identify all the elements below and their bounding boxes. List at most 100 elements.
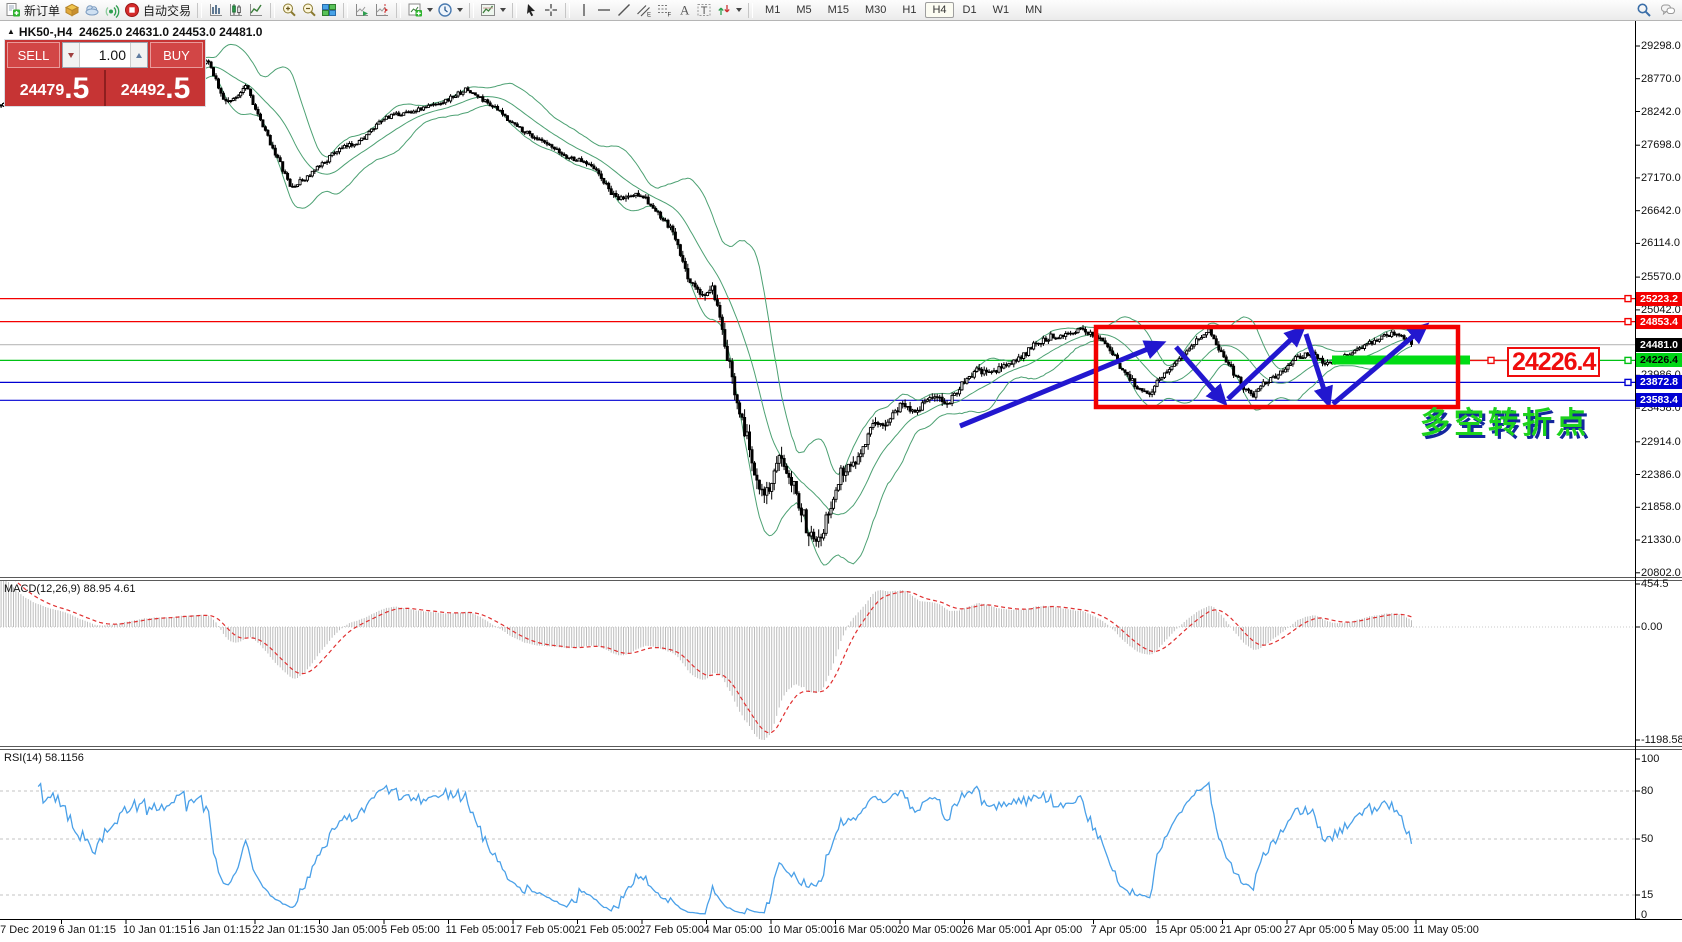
timeframe-button-d1[interactable]: D1 <box>962 4 977 16</box>
toolbar: 新订单 自动交易 E F A T M1 M5 M15 M30 H1 H4 D1 W1 MN <box>0 0 1682 21</box>
level-drag-handle[interactable] <box>1624 378 1632 387</box>
candlestick-button[interactable] <box>226 1 246 20</box>
toolbar-separator <box>748 2 754 18</box>
chevron-down-icon[interactable] <box>736 8 743 12</box>
zoom-in-icon <box>281 2 297 18</box>
timeframe-button-mn[interactable]: MN <box>1025 4 1043 16</box>
chart-symbol-period: HK50-,H4 <box>18 25 73 39</box>
arrows-button[interactable] <box>714 1 744 20</box>
timeframe-button-h4[interactable]: H4 <box>925 2 954 18</box>
price-level-badge[interactable]: 24481.0 <box>1636 337 1682 352</box>
chart-title: ▲ HK50-,H4 24625.0 24631.0 24453.0 24481.… <box>7 25 262 39</box>
time-axis-label: 5 May 05:00 <box>1348 924 1410 936</box>
rsi-line <box>37 781 1413 915</box>
time-axis-label: 16 Mar 05:00 <box>832 924 898 936</box>
auto-scroll-button[interactable] <box>352 1 372 20</box>
rsi-pane <box>0 781 1635 915</box>
buy-button[interactable]: BUY <box>150 42 203 68</box>
templates-button[interactable] <box>478 1 508 20</box>
line-chart-button[interactable] <box>246 1 266 20</box>
support-zone-bar[interactable] <box>1332 355 1470 365</box>
trend-arrow[interactable] <box>1331 322 1430 406</box>
volume-increase-button[interactable] <box>130 43 147 67</box>
rsi-axis-label: 100 <box>1641 753 1660 765</box>
chevron-down-icon[interactable] <box>427 8 434 12</box>
cloud-button[interactable] <box>82 1 102 20</box>
trend-arrow[interactable] <box>1174 345 1228 407</box>
bollinger-bands <box>47 43 1412 566</box>
svg-text:F: F <box>668 13 672 19</box>
main-price-pane <box>0 43 1635 566</box>
new-order-button[interactable]: 新订单 <box>3 1 62 20</box>
price-tick-label: 21858.0 <box>1641 501 1681 514</box>
equidistant-channel-button[interactable]: E <box>634 1 654 20</box>
candlestick-series <box>0 58 1413 548</box>
text-label-button[interactable]: T <box>694 1 714 20</box>
timeframe-button-h1[interactable]: H1 <box>902 4 917 16</box>
volume-decrease-button[interactable] <box>63 43 80 67</box>
chevron-down-icon[interactable] <box>457 8 464 12</box>
price-level-badge[interactable]: 25223.2 <box>1636 291 1682 306</box>
zoom-in-button[interactable] <box>279 1 299 20</box>
sell-price[interactable]: 24479.5 <box>5 70 104 106</box>
timeframe-button-m1[interactable]: M1 <box>765 4 781 16</box>
toolbar-separator <box>565 2 571 18</box>
time-axis-label: 21 Feb 05:00 <box>574 924 640 936</box>
timeframe-button-w1[interactable]: W1 <box>992 4 1010 16</box>
price-tick-label: 27170.0 <box>1641 171 1681 184</box>
level-drag-handle[interactable] <box>1624 317 1632 326</box>
toolbar-separator <box>469 2 475 18</box>
timeframe-button-m30[interactable]: M30 <box>865 4 887 16</box>
level-drag-handle[interactable] <box>1624 356 1632 365</box>
consolidation-rectangle[interactable] <box>1093 324 1461 410</box>
cursor-icon <box>523 2 539 18</box>
time-axis-label: 6 Jan 01:15 <box>58 924 117 936</box>
connector-handle[interactable] <box>1487 356 1495 365</box>
time-axis-label: 27 Dec 2019 <box>0 924 57 936</box>
macd-histogram <box>0 581 1412 740</box>
bar-chart-button[interactable] <box>206 1 226 20</box>
periods-button[interactable] <box>435 1 465 20</box>
timeframe-button-m5[interactable]: M5 <box>796 4 812 16</box>
signal-button[interactable] <box>102 1 122 20</box>
price-tick-label: 28770.0 <box>1641 72 1681 85</box>
timeframe-button-m15[interactable]: M15 <box>827 4 849 16</box>
auto-trading-button[interactable]: 自动交易 <box>122 1 193 20</box>
buy-price[interactable]: 24492.5 <box>106 70 205 106</box>
price-level-badge[interactable]: 23583.4 <box>1636 393 1682 408</box>
sell-price-frac: .5 <box>64 72 90 105</box>
zoom-out-button[interactable] <box>299 1 319 20</box>
collapse-triangle-icon[interactable]: ▲ <box>7 27 15 36</box>
package-button[interactable] <box>62 1 82 20</box>
cursor-button[interactable] <box>521 1 541 20</box>
chat-icon[interactable] <box>1660 2 1676 18</box>
volume-input[interactable] <box>80 43 130 67</box>
tile-windows-button[interactable] <box>319 1 339 20</box>
chevron-down-icon[interactable] <box>500 8 507 12</box>
price-level-badge[interactable]: 23872.8 <box>1636 375 1682 390</box>
svg-text:E: E <box>647 13 651 19</box>
price-level-badge[interactable]: 24853.4 <box>1636 314 1682 329</box>
sell-button[interactable]: SELL <box>7 42 60 68</box>
vertical-line-button[interactable] <box>574 1 594 20</box>
horizontal-line-button[interactable] <box>594 1 614 20</box>
crosshair-button[interactable] <box>541 1 561 20</box>
trend-arrow[interactable] <box>1226 325 1307 401</box>
price-callout-label[interactable]: 24226.4 <box>1507 347 1601 377</box>
vertical-line-icon <box>576 2 592 18</box>
level-drag-handle[interactable] <box>1624 294 1632 303</box>
price-level-badge[interactable]: 24226.4 <box>1636 353 1682 368</box>
turning-point-annotation[interactable]: 多空转折点 <box>1420 407 1590 440</box>
macd-axis-label: 454.5 <box>1641 578 1669 590</box>
fibonacci-button[interactable]: F <box>654 1 674 20</box>
trend-arrow[interactable] <box>1303 333 1333 409</box>
price-tick-label: 22386.0 <box>1641 468 1681 481</box>
chart-shift-button[interactable] <box>372 1 392 20</box>
trendline-button[interactable] <box>614 1 634 20</box>
trend-arrow[interactable] <box>959 340 1167 429</box>
search-icon[interactable] <box>1636 2 1652 18</box>
indicators-button[interactable] <box>405 1 435 20</box>
text-button[interactable]: A <box>674 1 694 20</box>
svg-text:T: T <box>701 5 708 17</box>
